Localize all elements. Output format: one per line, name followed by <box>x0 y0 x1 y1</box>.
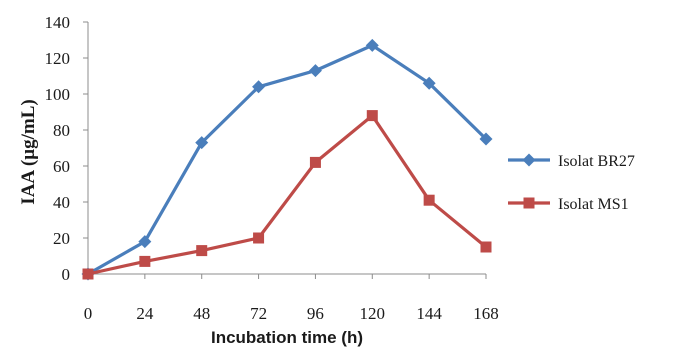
series-0 <box>81 38 493 281</box>
legend-label: Isolat BR27 <box>558 153 635 170</box>
data-point <box>422 76 436 90</box>
y-tick-label: 100 <box>45 85 71 104</box>
legend-label: Isolat MS1 <box>558 196 629 213</box>
axes <box>87 22 486 275</box>
series-line <box>87 113 488 276</box>
legend: Isolat BR27 Isolat MS1 <box>508 153 635 213</box>
data-point <box>253 232 265 244</box>
x-tick-label: 144 <box>416 304 442 323</box>
x-tick-label: 72 <box>250 304 267 323</box>
data-point <box>195 136 209 150</box>
x-tick-label: 120 <box>360 304 386 323</box>
data-point <box>308 64 322 78</box>
y-tick-label: 40 <box>53 193 70 212</box>
y-tick-label: 80 <box>53 121 70 140</box>
data-point <box>480 241 492 253</box>
data-point <box>82 268 94 280</box>
y-axis-label: IAA (µg/mL) <box>18 99 39 204</box>
data-point <box>196 245 208 257</box>
x-tick-label: 0 <box>84 304 93 323</box>
data-point <box>423 194 435 206</box>
series-line <box>87 43 488 276</box>
y-tick-label: 120 <box>45 49 71 68</box>
data-point <box>138 235 152 249</box>
data-point <box>139 255 151 267</box>
x-tick-label: 24 <box>136 304 154 323</box>
series-layer <box>81 38 493 281</box>
ticks: 0 20 40 60 80 100 120 140 0 24 48 72 96 120 144 168 <box>45 13 499 323</box>
x-axis-label: Incubation time (h) <box>211 328 363 347</box>
data-point <box>252 80 266 94</box>
legend-marker <box>523 197 535 209</box>
x-tick-label: 48 <box>193 304 210 323</box>
data-point <box>479 132 493 146</box>
series-1 <box>82 110 492 280</box>
legend-item: Isolat BR27 <box>508 153 635 170</box>
legend-item: Isolat MS1 <box>508 196 629 213</box>
data-point <box>365 38 379 52</box>
data-point <box>366 110 378 122</box>
y-tick-label: 140 <box>45 13 71 32</box>
legend-marker <box>522 153 536 167</box>
x-tick-label: 96 <box>307 304 324 323</box>
x-tick-label: 168 <box>473 304 499 323</box>
y-tick-label: 0 <box>62 265 71 284</box>
y-tick-label: 20 <box>53 229 70 248</box>
y-tick-label: 60 <box>53 157 70 176</box>
data-point <box>309 156 321 168</box>
